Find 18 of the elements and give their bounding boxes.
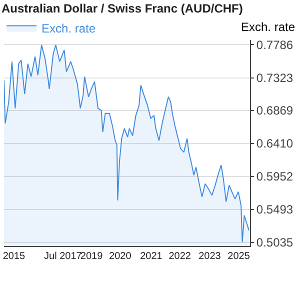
x-tick-label: 2019 bbox=[80, 251, 104, 262]
y-tick-label: 0.6410 bbox=[256, 136, 294, 151]
x-tick-label: 2022 bbox=[168, 251, 192, 262]
y-tick-label: 0.7323 bbox=[256, 71, 294, 86]
y-axis-title: Exch. rate bbox=[241, 20, 295, 34]
y-tick-label: 0.6869 bbox=[256, 104, 294, 118]
x-tick-label: 2020 bbox=[109, 251, 132, 262]
chart-title: Australian Dollar / Swiss Franc (AUD/CHF) bbox=[1, 2, 243, 16]
x-tick-label: 2021 bbox=[140, 251, 163, 262]
y-tick-label: 0.5952 bbox=[256, 170, 294, 184]
y-tick-label: 0.5493 bbox=[256, 202, 294, 217]
y-tick-label: 0.7786 bbox=[256, 38, 294, 52]
x-tick-label: 2025 bbox=[228, 251, 250, 262]
legend-label: Exch. rate bbox=[42, 21, 96, 36]
y-tick-label: 0.5035 bbox=[256, 236, 294, 250]
x-tick-label: 2015 bbox=[2, 251, 26, 262]
x-tick-label: 2023 bbox=[198, 251, 222, 262]
x-tick-label: Jul 2017 bbox=[44, 251, 82, 262]
